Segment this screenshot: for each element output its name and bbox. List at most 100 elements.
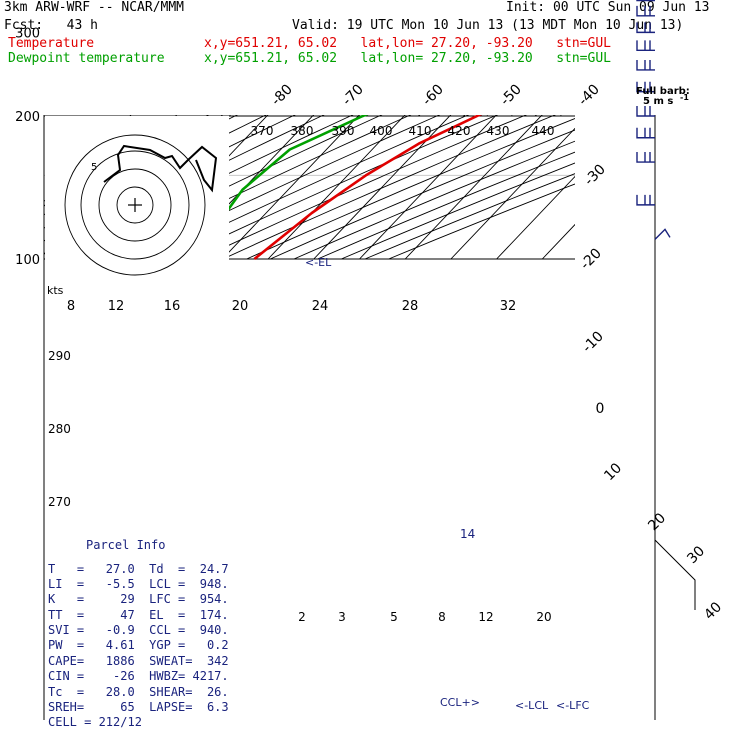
wind-barb bbox=[636, 59, 655, 71]
parcel-box bbox=[45, 537, 231, 720]
isotherm-label: -80 bbox=[268, 81, 295, 108]
wind-barb bbox=[636, 0, 655, 2]
hodograph-ring bbox=[116, 186, 154, 224]
moist-adiabat-line bbox=[486, 115, 489, 117]
lcl-marker-label: <-LCL bbox=[515, 699, 549, 712]
temperature-legend-label: Temperature bbox=[8, 36, 95, 51]
parcel-row: PW = 4.61 YGP = 0.2 bbox=[48, 638, 229, 652]
isotherm-label: 30 bbox=[684, 543, 708, 567]
moist-adiabat-line bbox=[609, 0, 740, 116]
ccl-marker-label: CCL+> bbox=[440, 696, 480, 709]
mixing-ratio-bottom-label: 5 bbox=[390, 610, 398, 624]
theta-label: 380 bbox=[291, 124, 314, 138]
el-marker-label: <-EL bbox=[305, 256, 332, 269]
wind-column-edge bbox=[654, 539, 696, 610]
forecast-hour: Fcst: 43 h bbox=[4, 18, 98, 33]
isotherm-label: -20 bbox=[577, 245, 604, 272]
pressure-tick-label: 300 bbox=[15, 26, 40, 41]
isotherm-label: -50 bbox=[497, 81, 524, 108]
wind-barb bbox=[636, 152, 655, 163]
wind-barb bbox=[636, 5, 655, 17]
isotherm-line bbox=[267, 115, 406, 260]
parcel-row: TT = 47 EL = 174. bbox=[48, 608, 229, 622]
parcel-row: CIN = -26 HWBZ= 4217. bbox=[48, 669, 229, 683]
isotherm-line bbox=[359, 115, 497, 260]
dry-adiabat-line bbox=[293, 140, 575, 260]
parcel-row: T = 27.0 Td = 24.7 bbox=[48, 562, 229, 576]
mixing-ratio-top-label: 28 bbox=[402, 299, 419, 314]
isotherm-label: 10 bbox=[601, 460, 625, 484]
parcel-row: SREH= 65 LAPSE= 6.3 bbox=[48, 700, 229, 714]
theta-label: 440 bbox=[532, 124, 555, 138]
pressure-tick-label: 100 bbox=[15, 253, 40, 268]
chart-header: 3km ARW-WRF -- NCAR/MMM Init: 00 UTC Sun… bbox=[0, 0, 740, 70]
parcel-row: Tc = 28.0 SHEAR= 26. bbox=[48, 685, 229, 699]
isotherm-label: 0 bbox=[596, 401, 605, 417]
isotherm-line bbox=[679, 0, 740, 259]
mixing-ratio-bottom-label: 12 bbox=[478, 610, 493, 624]
theta-side-label: 280 bbox=[48, 422, 71, 436]
init-time: Init: 00 UTC Sun 09 Jun 13 bbox=[506, 0, 710, 15]
pressure-tick-label: 200 bbox=[15, 110, 40, 125]
isotherm-label: -40 bbox=[575, 81, 602, 108]
theta-label: 410 bbox=[409, 124, 432, 138]
parcel-row: LI = -5.5 LCL = 948. bbox=[48, 577, 229, 591]
moist-adiabat-line bbox=[510, 115, 513, 117]
mixing-ratio-bottom-label: 20 bbox=[536, 610, 551, 624]
mixing-ratio-bottom-label: 3 bbox=[338, 610, 346, 624]
valid-time: Valid: 19 UTC Mon 10 Jun 13 (13 MDT Mon … bbox=[292, 18, 684, 33]
mixing-ratio-bottom-label: 2 bbox=[298, 610, 306, 624]
mixing-ratio-top-label: 32 bbox=[500, 299, 517, 314]
isotherm-label: -10 bbox=[579, 328, 606, 355]
isotherm-label: 20 bbox=[645, 510, 669, 534]
mixing-ratio-mid-label: 14 bbox=[460, 527, 475, 541]
dewpoint-legend-label: Dewpoint temperature bbox=[8, 51, 165, 66]
lfc-marker-label: <-LFC bbox=[556, 699, 590, 712]
isotherm-line bbox=[313, 115, 452, 260]
parcel-info-title: Parcel Info bbox=[86, 538, 166, 552]
parcel-row: SVI = -0.9 CCL = 940. bbox=[48, 623, 229, 637]
parcel-info-panel: Parcel Info T = 27.0 Td = 24.7 LI = -5.5… bbox=[44, 536, 230, 732]
dewpoint-location: x,y=651.21, 65.02 lat,lon= 27.20, -93.20… bbox=[204, 51, 611, 66]
dewpoint-profile-line bbox=[202, 115, 369, 260]
theta-label: 420 bbox=[448, 124, 471, 138]
isotherm-label: -60 bbox=[419, 81, 446, 108]
hodograph-ring bbox=[64, 134, 206, 276]
hodograph-ring-label: 5 bbox=[91, 162, 97, 173]
hodograph-units-label: kts bbox=[47, 284, 64, 297]
wind-barb bbox=[636, 106, 655, 117]
isotherm-label: 40 bbox=[701, 599, 725, 623]
moist-adiabat-line bbox=[534, 115, 538, 117]
hodograph-trace bbox=[103, 144, 218, 193]
mixing-ratio-top-label: 16 bbox=[164, 299, 181, 314]
isotherm-line bbox=[588, 0, 740, 259]
temperature-location: x,y=651.21, 65.02 lat,lon= 27.20, -93.20… bbox=[204, 36, 611, 51]
isotherm-line bbox=[222, 115, 360, 260]
wind-barb bbox=[636, 40, 655, 52]
parcel-row: CELL = 212/12 bbox=[48, 715, 142, 729]
dry-adiabat-line bbox=[388, 183, 575, 260]
model-title: 3km ARW-WRF -- NCAR/MMM bbox=[4, 0, 185, 15]
wind-barb bbox=[636, 22, 655, 34]
mixing-ratio-top-label: 12 bbox=[108, 299, 125, 314]
wind-barb bbox=[636, 81, 655, 93]
theta-label: 390 bbox=[332, 124, 355, 138]
theta-label: 400 bbox=[370, 124, 393, 138]
temperature-profile-line bbox=[253, 115, 483, 261]
mixing-ratio-top-label: 20 bbox=[232, 299, 249, 314]
isotherm-line bbox=[725, 0, 740, 259]
hodograph-ring bbox=[80, 150, 190, 260]
mixing-ratio-bottom-label: 8 bbox=[438, 610, 446, 624]
isotherm-label: -70 bbox=[339, 81, 366, 108]
theta-side-label: 270 bbox=[48, 495, 71, 509]
barb-legend-line2: 5 m s bbox=[643, 96, 673, 107]
isotherm-line bbox=[541, 223, 575, 260]
mixing-ratio-top-label: 24 bbox=[312, 299, 329, 314]
barb-legend-sup: -1 bbox=[680, 93, 689, 102]
isotherm-line bbox=[450, 127, 575, 260]
hodograph-ring bbox=[98, 168, 172, 242]
isotherm-line bbox=[496, 175, 575, 260]
isotherm-label: -30 bbox=[581, 161, 608, 188]
barb-legend-line1: Full barb: bbox=[636, 86, 690, 97]
